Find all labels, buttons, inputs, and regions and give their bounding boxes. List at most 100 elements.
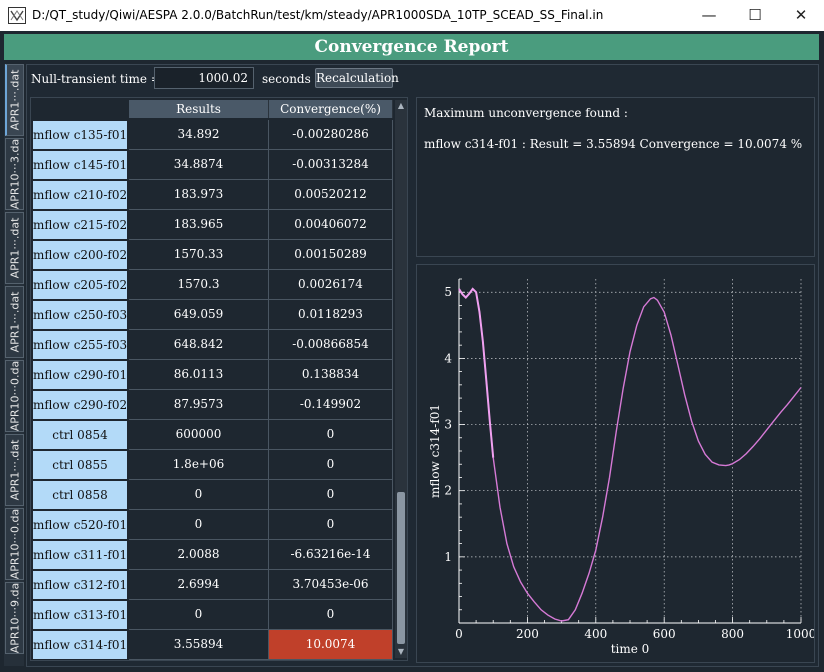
file-tab[interactable]: APR10···0.da xyxy=(5,360,24,432)
series-line xyxy=(458,287,802,622)
result-cell[interactable]: 0 xyxy=(129,510,269,540)
convergence-cell[interactable]: 3.70453e-06 xyxy=(269,570,393,600)
file-tab[interactable]: APR10···9.da xyxy=(5,582,24,654)
maximize-button[interactable]: ☐ xyxy=(748,6,762,24)
result-cell[interactable]: 2.0088 xyxy=(129,540,269,570)
convergence-cell[interactable]: -0.00313284 xyxy=(269,150,393,180)
result-cell[interactable]: 34.892 xyxy=(129,120,269,150)
x-tick-label: 600 xyxy=(653,627,676,641)
convergence-cell[interactable]: 0.00406072 xyxy=(269,210,393,240)
plot-svg: 0 200 400 600 800 1000 1 2 3 4 5 time 0 mflow c314-f… xyxy=(428,278,814,656)
x-axis-label: time 0 xyxy=(611,642,650,656)
row-label[interactable]: mflow c210-f02 xyxy=(33,181,127,210)
max-unconvergence-box: Maximum unconvergence found : mflow c314… xyxy=(416,97,815,257)
x-tick-label: 1000 xyxy=(786,627,814,641)
result-cell[interactable]: 2.6994 xyxy=(129,570,269,600)
window-titlebar: D:/QT_study/Qiwi/AESPA 2.0.0/BatchRun/te… xyxy=(0,0,824,31)
x-tick-label: 0 xyxy=(455,627,463,641)
recalculation-button[interactable]: Recalculation xyxy=(315,68,399,88)
file-tab[interactable]: APR1···.dat xyxy=(5,212,24,284)
units-label: seconds xyxy=(262,72,311,86)
row-label[interactable]: mflow c314-f01 xyxy=(33,631,127,660)
convergence-cell[interactable]: 0.138834 xyxy=(269,360,393,390)
row-label[interactable]: ctrl 0855 xyxy=(33,451,127,480)
max-unconvergence-title: Maximum unconvergence found : xyxy=(424,106,628,120)
scrollbar-thumb[interactable] xyxy=(397,492,405,644)
scroll-down-icon[interactable]: ▼ xyxy=(397,647,405,656)
result-cell[interactable]: 34.8874 xyxy=(129,150,269,180)
null-transient-label: Null-transient time = xyxy=(31,72,161,86)
row-label[interactable]: mflow c520-f01 xyxy=(33,511,127,540)
minimize-button[interactable]: — xyxy=(701,6,717,24)
y-tick-label: 5 xyxy=(444,285,452,299)
row-label[interactable]: mflow c135-f01 xyxy=(33,121,127,150)
row-label[interactable]: mflow c215-f02 xyxy=(33,211,127,240)
convergence-cell[interactable]: -0.00280286 xyxy=(269,120,393,150)
convergence-cell[interactable]: -0.00866854 xyxy=(269,330,393,360)
result-cell[interactable]: 0 xyxy=(129,600,269,630)
convergence-header[interactable]: Convergence(%) xyxy=(269,100,393,118)
row-label[interactable]: mflow c255-f03 xyxy=(33,331,127,360)
file-tab[interactable]: APR10···3.da xyxy=(5,138,24,210)
x-tick-label: 800 xyxy=(721,627,744,641)
result-cell[interactable]: 600000 xyxy=(129,420,269,450)
convergence-cell[interactable]: 0.00150289 xyxy=(269,240,393,270)
row-label[interactable]: ctrl 0858 xyxy=(33,481,127,510)
row-label[interactable]: mflow c313-f01 xyxy=(33,601,127,630)
convergence-cell[interactable]: 0 xyxy=(269,480,393,510)
convergence-cell[interactable]: 0 xyxy=(269,420,393,450)
row-label[interactable]: mflow c290-f01 xyxy=(33,361,127,390)
result-cell[interactable]: 1.8e+06 xyxy=(129,450,269,480)
row-label[interactable]: mflow c311-f01 xyxy=(33,541,127,570)
file-tab[interactable]: APR10···0.da xyxy=(5,508,24,580)
convergence-cell[interactable]: 0.0026174 xyxy=(269,270,393,300)
convergence-cell[interactable]: 0.00520212 xyxy=(269,180,393,210)
app-icon xyxy=(8,7,26,24)
row-label[interactable]: ctrl 0854 xyxy=(33,421,127,450)
result-cell[interactable]: 649.059 xyxy=(129,300,269,330)
results-table: Results Convergence(%) ▲ ▼ mflow c135-f0… xyxy=(30,97,408,661)
result-cell[interactable]: 87.9573 xyxy=(129,390,269,420)
file-tab-strip: APR1···.dat APR10···3.da APR1···.dat APR… xyxy=(4,64,24,666)
convergence-cell[interactable]: 0 xyxy=(269,510,393,540)
result-cell[interactable]: 183.965 xyxy=(129,210,269,240)
convergence-cell[interactable]: 10.0074 xyxy=(269,630,393,660)
result-cell[interactable]: 648.842 xyxy=(129,330,269,360)
row-label[interactable]: mflow c312-f01 xyxy=(33,571,127,600)
file-tab[interactable]: APR1···.dat xyxy=(5,434,24,506)
x-tick-label: 200 xyxy=(516,627,539,641)
row-label[interactable]: mflow c200-f02 xyxy=(33,241,127,270)
y-tick-label: 3 xyxy=(444,418,452,432)
convergence-cell[interactable]: -6.63216e-14 xyxy=(269,540,393,570)
row-label[interactable]: mflow c205-f02 xyxy=(33,271,127,300)
convergence-cell[interactable]: 0.0118293 xyxy=(269,300,393,330)
result-cell[interactable]: 1570.3 xyxy=(129,270,269,300)
file-tab[interactable]: APR1···.dat xyxy=(5,286,24,358)
result-cell[interactable]: 183.973 xyxy=(129,180,269,210)
row-label[interactable]: mflow c145-f01 xyxy=(33,151,127,180)
series-line-early xyxy=(458,287,495,458)
y-tick-label: 2 xyxy=(444,484,452,498)
x-tick-label: 400 xyxy=(584,627,607,641)
y-tick-label: 1 xyxy=(444,550,452,564)
row-label[interactable]: mflow c290-f02 xyxy=(33,391,127,420)
convergence-cell[interactable]: -0.149902 xyxy=(269,390,393,420)
window-title: D:/QT_study/Qiwi/AESPA 2.0.0/BatchRun/te… xyxy=(32,8,604,22)
scroll-up-icon[interactable]: ▲ xyxy=(397,101,405,110)
file-tab[interactable]: APR1···.dat xyxy=(5,64,24,136)
y-tick-label: 4 xyxy=(444,351,452,365)
result-cell[interactable]: 86.0113 xyxy=(129,360,269,390)
result-cell[interactable]: 1570.33 xyxy=(129,240,269,270)
null-transient-input[interactable]: 1000.02 xyxy=(154,67,254,89)
result-cell[interactable]: 3.55894 xyxy=(129,630,269,660)
results-header[interactable]: Results xyxy=(129,100,269,118)
convergence-cell[interactable]: 0 xyxy=(269,450,393,480)
report-banner: Convergence Report xyxy=(4,34,819,60)
result-cell[interactable]: 0 xyxy=(129,480,269,510)
max-unconvergence-detail: mflow c314-f01 : Result = 3.55894 Conver… xyxy=(424,137,803,151)
convergence-cell[interactable]: 0 xyxy=(269,600,393,630)
close-button[interactable]: ✕ xyxy=(794,6,808,24)
table-scrollbar[interactable]: ▲ ▼ xyxy=(395,100,407,658)
row-label[interactable]: mflow c250-f03 xyxy=(33,301,127,330)
y-axis-label: mflow c314-f01 xyxy=(428,404,442,498)
